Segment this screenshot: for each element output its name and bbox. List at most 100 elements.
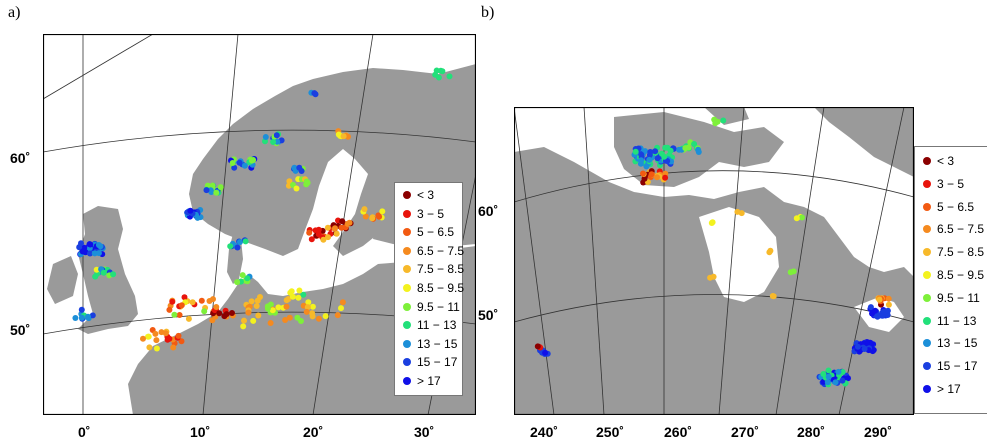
station-point (213, 189, 220, 196)
station-point (72, 315, 79, 321)
station-point (640, 170, 646, 177)
legend-label: 13 − 15 (417, 336, 458, 351)
legend-swatch (403, 339, 411, 348)
legend-swatch (403, 321, 411, 330)
station-point (648, 171, 655, 178)
map-b-points (534, 116, 892, 388)
station-point (793, 215, 800, 222)
station-point (885, 295, 892, 302)
legend-entry: 9.5 − 11 (395, 299, 462, 317)
station-point (335, 131, 342, 138)
map-a-lon-label: 0˚ (78, 424, 91, 440)
station-point (542, 349, 549, 356)
legend-entry: 7.5 − 8.5 (915, 244, 987, 262)
station-point (369, 215, 376, 222)
legend-entry: 13 − 15 (915, 335, 987, 353)
station-point (825, 367, 832, 374)
legend-b: < 3 3 − 5 5 − 6.5 6.5 − 7.5 7.5 − 8.5 8.5 − 9… (914, 146, 987, 414)
map-b-lat-label: 60˚ (478, 203, 499, 219)
map-a-lon-label: 10˚ (190, 424, 211, 440)
station-point (241, 162, 248, 169)
station-point (885, 301, 892, 308)
station-point (295, 294, 302, 301)
legend-entry: 5 − 6.5 (915, 199, 987, 217)
station-point (241, 317, 247, 324)
map-b-lon-label: 270˚ (731, 424, 760, 440)
legend-swatch (403, 265, 411, 274)
legend-label: 11 − 13 (937, 313, 977, 328)
station-point (166, 306, 173, 313)
station-point (267, 320, 274, 326)
legend-entry: 15 − 17 (915, 358, 987, 376)
station-point (340, 133, 347, 140)
station-point (439, 68, 446, 75)
station-point (296, 287, 303, 294)
station-point (799, 214, 805, 221)
land-continental-europe (128, 246, 476, 415)
legend-swatch (923, 157, 931, 165)
map-a-points (72, 67, 453, 352)
station-point (223, 311, 230, 318)
station-point (178, 302, 185, 309)
legend-label: 7.5 − 8.5 (937, 245, 985, 260)
legend-swatch (923, 339, 931, 348)
map-b-lon-label: 290˚ (864, 424, 893, 440)
legend-swatch (923, 271, 931, 279)
station-point (273, 132, 280, 139)
station-point (187, 207, 194, 214)
station-point (269, 307, 276, 314)
station-point (435, 74, 442, 81)
legend-entry: 8.5 − 9.5 (395, 280, 464, 298)
panel-a-label: a) (8, 4, 21, 21)
station-point (169, 298, 176, 305)
station-point (189, 299, 196, 306)
station-point (861, 346, 868, 352)
station-point (641, 175, 648, 182)
station-point (145, 333, 152, 340)
station-point (140, 335, 146, 342)
station-point (176, 312, 183, 318)
legend-label: 9.5 − 11 (417, 299, 460, 314)
station-point (240, 323, 247, 330)
station-point (244, 275, 251, 282)
legend-entry: < 3 (395, 187, 462, 205)
station-point (92, 273, 99, 280)
legend-label: 7.5 − 8.5 (417, 262, 465, 277)
station-point (250, 317, 257, 324)
station-point (691, 141, 698, 147)
station-point (288, 288, 295, 295)
legend-entry: 6.5 − 7.5 (395, 243, 465, 261)
legend-label: 6.5 − 7.5 (417, 243, 465, 258)
station-point (835, 368, 842, 375)
station-point (250, 157, 257, 163)
station-point (78, 306, 85, 313)
legend-label: 5 − 6.5 (937, 199, 975, 214)
station-point (175, 332, 182, 339)
station-point (237, 239, 243, 245)
legend-swatch (923, 316, 931, 325)
station-point (839, 377, 846, 384)
legend-a: < 3 3 − 5 5 − 6.5 6.5 − 7.5 7.5 − 8.5 8.5 − 9… (394, 182, 465, 396)
station-point (787, 269, 794, 276)
station-point (379, 208, 386, 215)
map-b-lon-label: 250˚ (596, 424, 625, 440)
station-point (293, 185, 300, 192)
legend-label: 15 − 17 (937, 359, 978, 374)
legend-swatch (403, 302, 411, 311)
legend-swatch (403, 284, 411, 292)
station-point (767, 247, 774, 254)
station-point (315, 226, 322, 233)
map-b-lon-label: 240˚ (530, 424, 559, 440)
station-point (146, 344, 153, 351)
station-point (255, 312, 262, 319)
legend-entry: 11 − 13 (915, 313, 987, 331)
station-point (338, 224, 345, 231)
station-point (248, 298, 255, 305)
station-point (85, 313, 91, 320)
station-point (338, 305, 344, 312)
station-point (296, 164, 303, 171)
station-point (236, 159, 243, 166)
station-point (262, 134, 269, 140)
station-point (647, 149, 654, 155)
legend-entry: < 3 (915, 153, 987, 171)
